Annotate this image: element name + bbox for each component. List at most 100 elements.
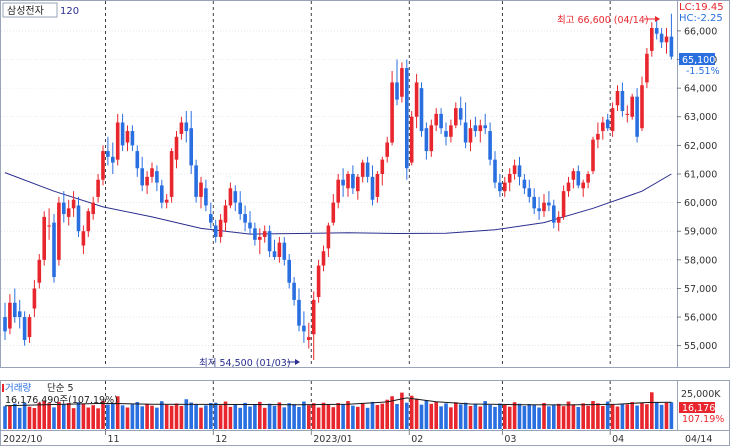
- volume-bar: [13, 403, 17, 429]
- date-tick-label: 2023/01: [313, 434, 352, 445]
- volume-bar: [272, 405, 277, 429]
- candle-body: [581, 182, 585, 189]
- volume-bar: [414, 398, 419, 429]
- candle-body: [414, 82, 419, 117]
- volume-bar: [419, 404, 424, 429]
- volume-bar: [659, 404, 664, 429]
- candle-body: [444, 131, 448, 137]
- stock-name-box[interactable]: [2, 2, 58, 18]
- volume-bar: [321, 402, 326, 429]
- candle-body: [223, 205, 228, 223]
- price-tick-label: 56,000: [684, 313, 717, 324]
- candle-body: [517, 165, 522, 177]
- volume-bar: [547, 406, 551, 429]
- candle-body: [380, 159, 385, 174]
- candle-body: [130, 131, 135, 146]
- candle-body: [243, 214, 247, 223]
- volume-bar: [385, 399, 389, 429]
- candle-body: [527, 188, 532, 197]
- volume-bar: [130, 404, 135, 429]
- candle-body: [532, 196, 536, 209]
- volume-bar: [179, 406, 184, 429]
- volume-bar: [556, 403, 561, 429]
- volume-bar: [654, 402, 659, 429]
- candle-body: [32, 288, 37, 309]
- candle-body: [326, 225, 331, 249]
- volume-bar: [326, 404, 331, 429]
- candle-body: [174, 136, 179, 160]
- volume-bar: [640, 402, 644, 429]
- volume-bar: [331, 407, 336, 429]
- candle-body: [155, 171, 159, 183]
- candle-body: [204, 188, 208, 206]
- candle-body: [184, 122, 189, 132]
- candle-body: [512, 165, 517, 174]
- volume-value: 16,176,490주(107.19%): [5, 395, 118, 406]
- volume-bar: [620, 403, 625, 429]
- candle-body: [164, 199, 169, 203]
- price-tick-label: 63,000: [684, 112, 717, 123]
- candle-body: [96, 179, 100, 197]
- candle-body: [258, 236, 262, 240]
- volume-bar: [356, 406, 360, 429]
- candle-body: [120, 122, 125, 146]
- date-tick-label: 04: [612, 434, 624, 445]
- candle-body: [37, 259, 42, 283]
- price-tick-label: 64,000: [684, 84, 717, 95]
- candle-body: [454, 108, 458, 126]
- volume-bar: [527, 404, 532, 429]
- candles-layer: [3, 13, 674, 360]
- volume-bar: [101, 400, 105, 429]
- candle-body: [86, 211, 91, 232]
- date-tick-label: 03: [504, 434, 516, 445]
- volume-bar: [253, 404, 257, 429]
- candle-body: [209, 214, 213, 223]
- volume-bar: [370, 401, 375, 429]
- volume-badge-value: 16,176K: [682, 403, 722, 414]
- volume-bar: [150, 405, 154, 429]
- candle-body: [111, 156, 115, 163]
- candle-body: [645, 53, 649, 83]
- candle-body: [439, 113, 443, 129]
- date-tick-label: 02: [411, 434, 423, 445]
- candle-body: [22, 317, 27, 340]
- volume-bar: [346, 401, 350, 429]
- volume-bar: [532, 404, 536, 429]
- candle-body: [321, 251, 326, 266]
- candle-body: [71, 199, 76, 209]
- ma120-line: [4, 172, 672, 235]
- volume-bar: [302, 401, 306, 429]
- candle-body: [8, 302, 12, 329]
- volume-bar: [258, 401, 262, 429]
- volume-bar: [91, 405, 95, 429]
- candle-body: [277, 242, 282, 257]
- volume-bar: [47, 403, 51, 429]
- volume-bar: [360, 403, 365, 429]
- candle-body: [576, 171, 581, 186]
- candle-body: [390, 82, 394, 143]
- volume-bar: [571, 404, 576, 429]
- price-tick-label: 59,000: [684, 227, 717, 238]
- candle-body: [101, 151, 105, 180]
- candle-body: [42, 216, 46, 260]
- volume-badge: [679, 402, 715, 413]
- candle-body: [351, 173, 355, 189]
- volume-bar: [71, 408, 76, 429]
- candle-body: [297, 299, 301, 326]
- volume-bar: [228, 406, 233, 429]
- volume-bar: [223, 401, 228, 429]
- candle-body: [160, 185, 164, 203]
- volume-title: 거래량: [5, 382, 31, 394]
- volume-bar: [135, 402, 140, 429]
- candle-body: [478, 125, 483, 132]
- volume-bar: [503, 405, 507, 429]
- candle-body: [503, 182, 507, 192]
- volume-bar: [610, 404, 615, 429]
- volume-bar: [601, 406, 605, 429]
- candle-body: [473, 125, 478, 132]
- candle-body: [385, 142, 389, 157]
- volume-bar: [174, 403, 179, 429]
- candle-body: [596, 133, 600, 140]
- candle-body: [346, 173, 350, 189]
